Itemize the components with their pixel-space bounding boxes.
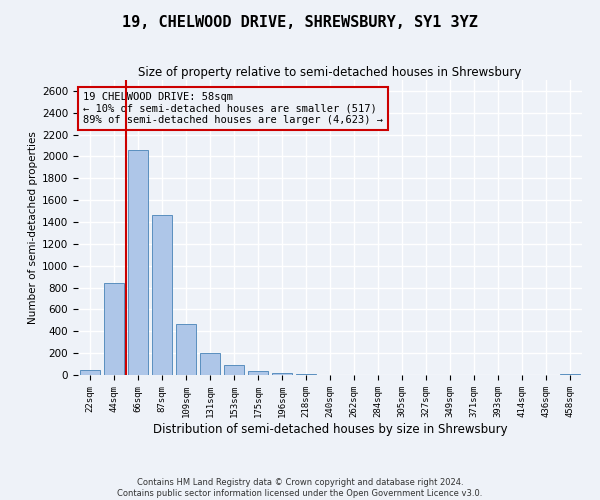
Bar: [224, 365, 244, 375]
Title: Size of property relative to semi-detached houses in Shrewsbury: Size of property relative to semi-detach…: [139, 66, 521, 79]
X-axis label: Distribution of semi-detached houses by size in Shrewsbury: Distribution of semi-detached houses by …: [152, 422, 508, 436]
Text: 19 CHELWOOD DRIVE: 58sqm
← 10% of semi-detached houses are smaller (517)
89% of : 19 CHELWOOD DRIVE: 58sqm ← 10% of semi-d…: [83, 92, 383, 125]
Bar: [128, 150, 148, 375]
Bar: [80, 370, 100, 375]
Bar: [296, 374, 316, 375]
Bar: [104, 283, 124, 375]
Bar: [560, 374, 580, 375]
Y-axis label: Number of semi-detached properties: Number of semi-detached properties: [28, 131, 38, 324]
Bar: [200, 353, 220, 375]
Text: 19, CHELWOOD DRIVE, SHREWSBURY, SY1 3YZ: 19, CHELWOOD DRIVE, SHREWSBURY, SY1 3YZ: [122, 15, 478, 30]
Bar: [176, 324, 196, 375]
Text: Contains HM Land Registry data © Crown copyright and database right 2024.
Contai: Contains HM Land Registry data © Crown c…: [118, 478, 482, 498]
Bar: [248, 371, 268, 375]
Bar: [272, 374, 292, 375]
Bar: [152, 216, 172, 375]
